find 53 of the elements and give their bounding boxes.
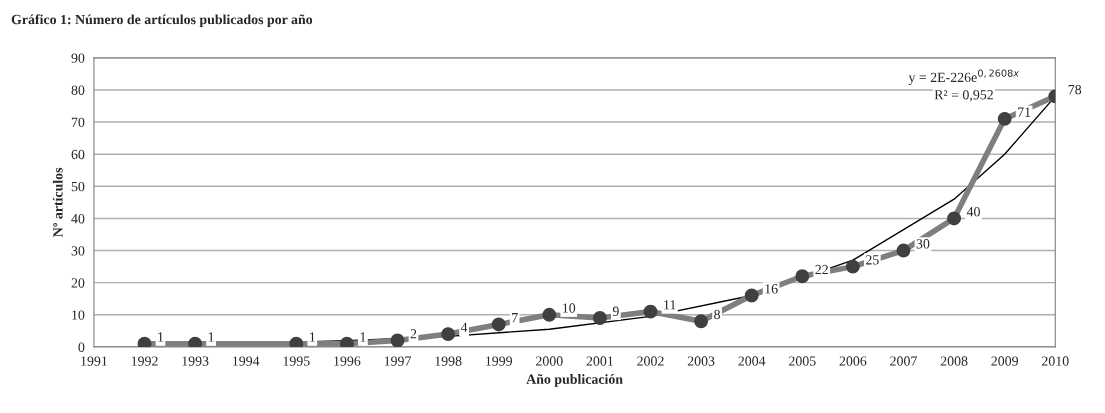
x-tick-label: 2006 <box>839 356 867 366</box>
y-tick-label: 80 <box>71 85 85 95</box>
data-label: 1 <box>208 332 214 342</box>
y-tick-label: 20 <box>71 278 85 288</box>
x-tick-label: 1996 <box>334 356 361 366</box>
y-tick-label: 30 <box>71 246 85 256</box>
data-label: 9 <box>612 306 619 316</box>
x-tick-label: 2001 <box>586 356 613 366</box>
data-label: 30 <box>916 239 930 249</box>
data-label: 8 <box>714 309 721 320</box>
y-tick-label: 40 <box>71 214 85 224</box>
y-tick-label: 90 <box>71 53 85 63</box>
y-tick-label: 70 <box>71 117 85 128</box>
data-label: 22 <box>815 264 828 275</box>
x-tick-label: 2000 <box>536 356 563 366</box>
x-tick-label: 1993 <box>182 356 209 366</box>
x-tick-label: 2004 <box>738 356 766 366</box>
x-tick-label: 2002 <box>637 356 664 366</box>
x-tick-label: 1994 <box>233 356 260 366</box>
x-tick-label: 2008 <box>940 356 968 366</box>
data-label: 1 <box>158 332 164 342</box>
data-label: 25 <box>866 255 879 265</box>
x-tick-label: 1991 <box>81 356 107 366</box>
x-tick-label: 2005 <box>789 356 816 366</box>
data-label: 16 <box>765 284 778 294</box>
x-tick-label: 1995 <box>283 356 310 366</box>
y-tick-label: 50 <box>71 181 85 192</box>
y-tick-label: 10 <box>72 310 85 320</box>
x-tick-label: 1992 <box>131 356 158 366</box>
data-label: 40 <box>966 206 980 217</box>
data-label: 2 <box>410 329 417 339</box>
data-label: 1 <box>360 332 366 342</box>
y-tick-label: 60 <box>71 149 85 160</box>
data-label: 4 <box>460 322 468 332</box>
x-tick-label: 1999 <box>486 356 513 366</box>
x-axis-title: Año publicación <box>526 374 623 387</box>
y-tick-label: 0 <box>78 342 85 352</box>
chart-title: Gráfico 1: Número de artículos publicados por año <box>11 14 313 28</box>
data-label: 78 <box>1068 84 1082 95</box>
data-label: 7 <box>512 313 518 323</box>
data-label: 11 <box>664 300 676 310</box>
data-label: 1 <box>310 332 315 342</box>
x-tick-label: 2007 <box>890 356 917 366</box>
x-tick-label: 2003 <box>687 356 715 366</box>
y-axis-title: Nº artículos <box>52 167 63 237</box>
x-tick-label: 1998 <box>435 356 462 366</box>
data-label: 10 <box>563 303 576 313</box>
x-tick-label: 1997 <box>384 356 411 366</box>
annotation: R² = 0,952 <box>934 90 993 102</box>
data-label: 71 <box>1018 107 1031 117</box>
x-tick-label: 2010 <box>1042 356 1069 366</box>
annotation: y = 2E-226e$^{0,2608x}$ <box>908 69 1020 85</box>
x-tick-label: 2009 <box>991 356 1018 366</box>
